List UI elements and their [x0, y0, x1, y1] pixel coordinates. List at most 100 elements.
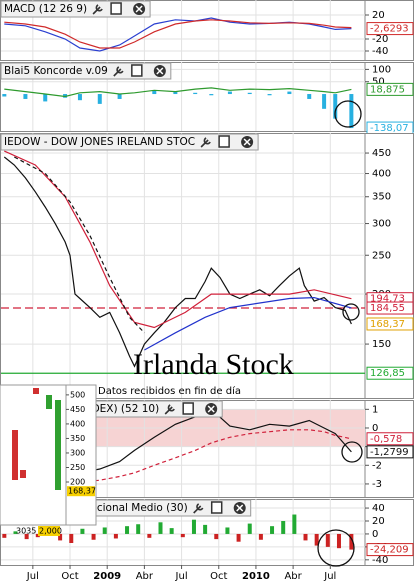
- watermark: Irlanda Stock: [133, 348, 294, 381]
- bar: [173, 91, 178, 95]
- close-icon: [207, 405, 215, 413]
- bar: [23, 94, 28, 99]
- bar: [13, 531, 18, 534]
- bar: [2, 94, 7, 97]
- bar: [97, 94, 102, 104]
- bar: [336, 533, 341, 549]
- overlay-tick-label: 250: [70, 463, 85, 472]
- close-icon: [135, 5, 143, 13]
- y-tick-label: 300: [372, 219, 391, 230]
- focus-circle: [334, 100, 362, 128]
- last-value-label: -1,2799: [370, 447, 409, 458]
- series-line: [144, 296, 352, 351]
- overlay-tick-label: 350: [70, 434, 85, 443]
- settings-button[interactable]: [193, 503, 204, 514]
- y-tick-label: 50: [372, 77, 385, 88]
- window-button[interactable]: [110, 2, 122, 15]
- series-line: [4, 19, 352, 49]
- bar: [225, 527, 230, 534]
- y-tick-label: 20: [372, 516, 385, 527]
- last-value-box: [366, 22, 414, 36]
- settings-button[interactable]: [113, 66, 124, 77]
- bar: [287, 91, 292, 95]
- bar: [77, 94, 82, 101]
- window-button[interactable]: [218, 135, 230, 148]
- bar: [209, 94, 214, 96]
- last-value-box: [366, 301, 414, 315]
- y-tick-label: 40: [372, 503, 385, 514]
- bar: [267, 94, 272, 96]
- bar: [91, 533, 96, 540]
- overlay-last-box: [67, 486, 95, 497]
- bar: [314, 533, 319, 546]
- bar: [169, 528, 174, 534]
- x-tick-label: Abr: [136, 571, 154, 582]
- overlay-footer: 3035: [16, 527, 36, 536]
- y-tick-label: -40: [372, 555, 388, 566]
- close-icon: [243, 138, 251, 146]
- last-value-label: -138,07: [370, 123, 409, 134]
- window-button[interactable]: [182, 402, 194, 415]
- last-value-label: -24,209: [370, 545, 409, 556]
- bar: [125, 526, 130, 534]
- last-value-box: [366, 432, 414, 446]
- y-tick-label: -3: [372, 479, 382, 490]
- bar: [80, 528, 85, 534]
- y-tick-label: 100: [372, 64, 391, 75]
- settings-button[interactable]: [200, 137, 211, 148]
- overlay-tick-label: 400: [70, 419, 85, 428]
- status-text: Datos recibidos en fin de día: [98, 385, 241, 397]
- y-tick-label: -40: [372, 46, 388, 57]
- overlay-candle: [12, 430, 18, 480]
- bar: [193, 92, 198, 95]
- overlay-candle: [33, 388, 39, 394]
- bar: [147, 533, 152, 538]
- bar: [333, 94, 338, 119]
- bar: [214, 533, 219, 540]
- y-tick-label: -20: [372, 34, 388, 45]
- y-tick-label: 20: [372, 10, 385, 21]
- x-tick-label: Jul: [323, 571, 336, 582]
- y-tick-label: 0: [372, 423, 378, 434]
- last-value-box: [366, 445, 414, 459]
- series-line: [3, 156, 352, 368]
- x-tick-label: 2009: [93, 571, 121, 582]
- bar: [191, 519, 196, 534]
- bar: [281, 521, 286, 534]
- y-tick-label: 400: [372, 169, 391, 180]
- x-tick-label: Oct: [210, 571, 227, 582]
- overlay-tick-label: 450: [70, 405, 85, 414]
- overlay-candle: [46, 395, 52, 409]
- x-tick-label: Abr: [284, 571, 302, 582]
- bar: [349, 94, 354, 129]
- bar: [158, 522, 163, 534]
- series-line: [14, 156, 145, 334]
- y-tick-label: 150: [372, 339, 391, 350]
- bar: [292, 514, 297, 534]
- overlay-tick-label: 500: [70, 390, 85, 399]
- bar: [117, 94, 122, 99]
- window-button[interactable]: [210, 501, 223, 514]
- bar: [152, 90, 157, 95]
- overlay-footer: 2,000: [39, 527, 62, 536]
- overlay-last-label: 168,37: [68, 487, 96, 496]
- x-tick-label: 2010: [242, 571, 270, 582]
- focus-circle: [342, 303, 360, 321]
- overlay-candle: [55, 400, 61, 490]
- bar: [180, 533, 185, 538]
- settings-button[interactable]: [92, 4, 103, 15]
- title-bg: [0, 62, 172, 80]
- panel-title: Blai5 Koncorde v.09: [4, 65, 108, 77]
- bar: [203, 524, 208, 534]
- overlay-tick-label: 300: [70, 448, 85, 457]
- overlay-tick-label: 200: [70, 478, 85, 487]
- title-bg: [0, 133, 259, 151]
- last-value-label: -0,578: [370, 434, 402, 445]
- bar: [227, 91, 232, 95]
- y-tick-label: 350: [372, 192, 391, 203]
- series-line: [4, 87, 352, 98]
- window-button[interactable]: [131, 64, 143, 77]
- close-icon: [156, 67, 164, 75]
- bar: [307, 94, 312, 99]
- settings-button[interactable]: [164, 404, 175, 415]
